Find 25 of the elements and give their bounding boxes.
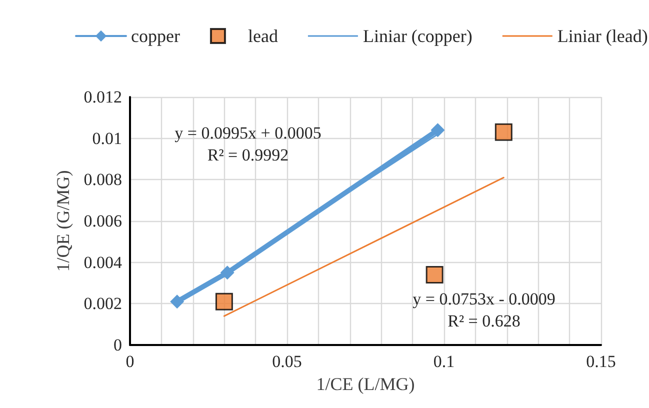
legend-label: lead [248,26,278,46]
legend-label: Liniar (lead) [557,26,648,46]
point [215,292,233,310]
x-tick-label: 0.1 [433,352,455,371]
legend-label: copper [131,26,180,46]
point [430,123,445,138]
x-tick-label: 0 [126,352,134,371]
y-axis-title: 1/QE (G/MG) [53,170,73,272]
y-tick-label: 0.004 [84,252,122,272]
y-tick-label: 0.012 [84,88,122,106]
y-tick-label: 0 [114,336,122,354]
x-tick-label: 0.15 [586,352,616,371]
annotation: y = 0.0753x - 0.0009 R² = 0.628 [412,290,556,330]
y-tick-label: 0.01 [92,128,122,148]
point [170,294,184,309]
y-tick-label: 0.002 [84,294,122,314]
y-tick-label: 0.006 [84,212,122,230]
point [494,123,512,141]
point [220,266,234,280]
annotation: y = 0.0995x + 0.0005 R² = 0.9992 [174,124,322,164]
x-tick-label: 0.05 [272,352,302,371]
legend-label: Liniar (copper) [362,26,472,46]
x-axis-title: 1/CE (L/MG) [316,374,415,394]
point [426,266,444,284]
y-tick-label: 0.008 [84,170,122,190]
